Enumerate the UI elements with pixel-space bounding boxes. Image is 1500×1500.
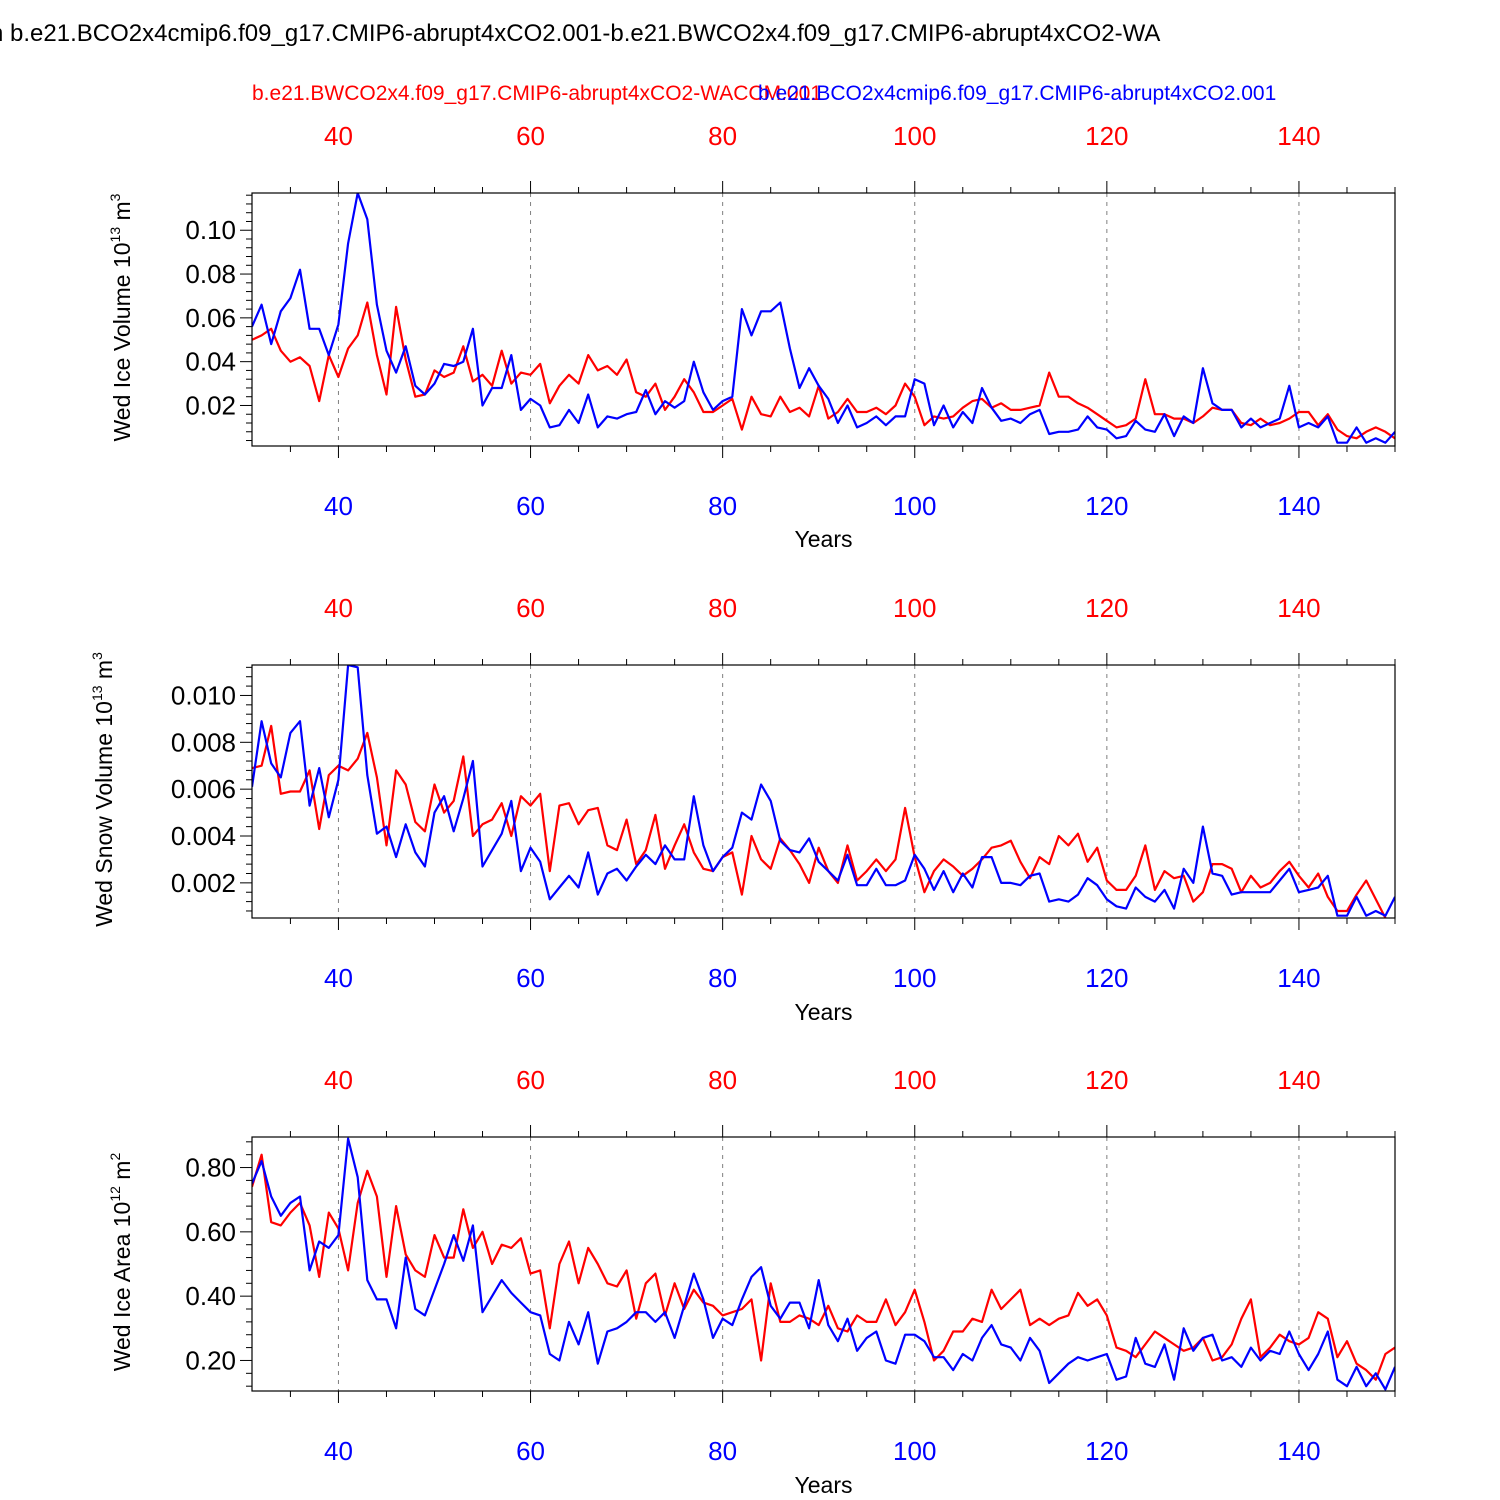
- legend-red-series: b.e21.BWCO2x4.f09_g17.CMIP6-abrupt4xCO2-…: [252, 82, 822, 105]
- x-tick-label-top: 60: [516, 593, 545, 623]
- y-axis-unit-base: 10: [109, 1202, 135, 1228]
- x-tick-label-bottom: 140: [1277, 963, 1320, 993]
- x-tick-label-top: 120: [1085, 121, 1128, 151]
- series-line-blue: [252, 665, 1395, 917]
- y-tick-label: 0.010: [171, 680, 236, 710]
- y-axis-unit-power: 2: [107, 1153, 123, 1161]
- x-tick-label-top: 100: [893, 593, 936, 623]
- figure-title: n b.e21.BCO2x4cmip6.f09_g17.CMIP6-abrupt…: [0, 20, 1500, 56]
- y-axis-unit-exp: 12: [107, 1186, 123, 1202]
- y-axis-unit-power: 3: [89, 652, 105, 660]
- y-tick-label: 0.20: [185, 1345, 236, 1375]
- x-tick-label-bottom: 40: [324, 963, 353, 993]
- series-group: [252, 193, 1395, 444]
- x-tick-label-bottom: 100: [893, 1436, 936, 1466]
- y-axis-label: Wed Ice Area 1012 m2: [107, 1153, 135, 1372]
- x-tick-label-bottom: 40: [324, 1436, 353, 1466]
- y-axis-unit-base: 10: [91, 701, 117, 727]
- x-tick-label-top: 80: [708, 1065, 737, 1095]
- series-line-blue: [252, 193, 1395, 444]
- y-axis-unit: m: [109, 201, 135, 227]
- x-tick-label-bottom: 60: [516, 963, 545, 993]
- y-tick-label: 0.08: [185, 259, 236, 289]
- x-tick-label-top: 120: [1085, 593, 1128, 623]
- x-tick-label-top: 40: [324, 121, 353, 151]
- x-axis-label: Years: [795, 999, 853, 1025]
- y-tick-label: 0.10: [185, 215, 236, 245]
- series-line-red: [252, 301, 1395, 440]
- y-tick-label: 0.004: [171, 821, 236, 851]
- x-tick-label-bottom: 140: [1277, 1436, 1320, 1466]
- legend-blue-series: b.e21.BCO2x4cmip6.f09_g17.CMIP6-abrupt4x…: [758, 82, 1277, 105]
- plot-frame: [251, 664, 1396, 919]
- y-axis-label: Wed Ice Volume 1013 m3: [107, 193, 135, 441]
- series-line-blue: [252, 1137, 1395, 1391]
- y-axis-label-name: Wed Ice Volume: [109, 268, 135, 441]
- y-tick-label: 0.008: [171, 727, 236, 757]
- series-group: [252, 665, 1395, 918]
- x-tick-label-top: 100: [893, 1065, 936, 1095]
- figure-title-text: n b.e21.BCO2x4cmip6.f09_g17.CMIP6-abrupt…: [0, 20, 1161, 47]
- y-axis-unit: m: [91, 660, 117, 686]
- y-axis-unit-base: 10: [109, 242, 135, 268]
- x-tick-label-top: 60: [516, 1065, 545, 1095]
- x-tick-label-top: 100: [893, 121, 936, 151]
- x-tick-label-top: 80: [708, 593, 737, 623]
- y-axis-label-name: Wed Ice Area: [109, 1227, 135, 1371]
- plot-frame: [251, 192, 1396, 447]
- y-tick-label: 0.002: [171, 868, 236, 898]
- x-tick-label-top: 120: [1085, 1065, 1128, 1095]
- x-tick-label-top: 60: [516, 121, 545, 151]
- x-tick-label-bottom: 80: [708, 963, 737, 993]
- x-tick-label-bottom: 120: [1085, 963, 1128, 993]
- y-tick-label: 0.40: [185, 1281, 236, 1311]
- y-axis-unit: m: [109, 1161, 135, 1187]
- x-tick-label-bottom: 100: [893, 963, 936, 993]
- series-line-red: [252, 724, 1387, 918]
- x-tick-label-bottom: 40: [324, 491, 353, 521]
- x-tick-label-top: 40: [324, 1065, 353, 1095]
- series-group: [252, 1137, 1395, 1391]
- series-line-red: [252, 1153, 1395, 1381]
- x-tick-label-bottom: 120: [1085, 491, 1128, 521]
- x-tick-label-bottom: 60: [516, 491, 545, 521]
- plot-frame: [251, 1136, 1396, 1392]
- y-axis-unit-power: 3: [107, 193, 123, 201]
- x-tick-label-top: 140: [1277, 1065, 1320, 1095]
- x-tick-label-bottom: 120: [1085, 1436, 1128, 1466]
- x-tick-label-top: 140: [1277, 593, 1320, 623]
- y-tick-label: 0.80: [185, 1153, 236, 1183]
- y-axis-label-name: Wed Snow Volume: [91, 727, 117, 927]
- y-tick-label: 0.60: [185, 1217, 236, 1247]
- y-tick-label: 0.06: [185, 303, 236, 333]
- x-tick-label-bottom: 140: [1277, 491, 1320, 521]
- y-tick-label: 0.04: [185, 347, 236, 377]
- y-axis-label: Wed Snow Volume 1013 m3: [89, 652, 117, 927]
- x-tick-label-bottom: 100: [893, 491, 936, 521]
- x-tick-label-bottom: 60: [516, 1436, 545, 1466]
- panel-ice-area: 40 40 60 60 80 80 100 100 120 120 140 140 Years 0.20 0…: [107, 1065, 1396, 1498]
- y-axis-unit-exp: 13: [89, 685, 105, 701]
- x-axis-label: Years: [795, 1472, 853, 1498]
- x-tick-label-top: 40: [324, 593, 353, 623]
- x-tick-label-bottom: 80: [708, 1436, 737, 1466]
- y-axis-unit-exp: 13: [107, 227, 123, 243]
- x-tick-label-bottom: 80: [708, 491, 737, 521]
- panel-snow-volume: 40 40 60 60 80 80 100 100 120 120 140 140 Years 0.002…: [89, 593, 1396, 1025]
- panel-ice-volume: 40 40 60 60 80 80 100 100 120 120 140 140 Years 0.02 0…: [107, 121, 1396, 552]
- x-axis-label: Years: [795, 526, 853, 552]
- x-tick-label-top: 80: [708, 121, 737, 151]
- y-tick-label: 0.006: [171, 774, 236, 804]
- x-tick-label-top: 140: [1277, 121, 1320, 151]
- y-tick-label: 0.02: [185, 390, 236, 420]
